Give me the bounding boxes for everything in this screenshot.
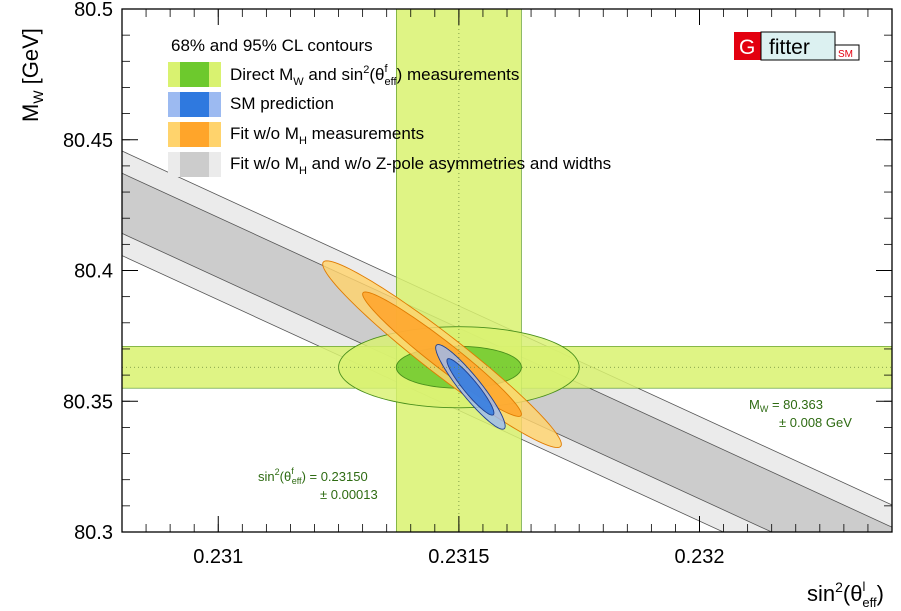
legend-entry-fit-no-mh: Fit w/o MH measurements xyxy=(168,122,424,147)
y-tick-label: 80.4 xyxy=(74,261,113,283)
legend-label-direct: Direct MW and sin2(θf eff) measurements xyxy=(230,63,519,88)
sm-contour-68 xyxy=(446,358,495,416)
legend-swatch-68-direct xyxy=(180,62,209,87)
logo-sm-box xyxy=(834,44,860,61)
legend: 68% and 95% CL contours Direct MW and si… xyxy=(168,36,611,177)
sin2-annotation: sin2(θf eff) = 0.23150 ± 0.00013 xyxy=(258,466,378,502)
legend-entry-sm: SM prediction xyxy=(168,92,334,117)
x-tick-label: 0.231 xyxy=(193,546,243,568)
y-axis-title: MW [GeV] xyxy=(18,28,46,122)
sin2-band xyxy=(396,9,522,532)
logo-g-box xyxy=(734,32,761,60)
y-tick-label: 80.45 xyxy=(63,130,113,152)
logo-fitter-text: fitter xyxy=(769,36,810,59)
axis-ticks xyxy=(121,8,893,533)
legend-swatch-68-sm xyxy=(180,92,209,117)
logo-g-letter: G xyxy=(739,36,755,59)
sin2-annotation-error: ± 0.00013 xyxy=(320,487,378,502)
y-tick-label: 80.5 xyxy=(74,0,113,21)
legend-entry-direct: Direct MW and sin2(θf eff) measurements xyxy=(168,62,519,88)
y-tick-label: 80.3 xyxy=(74,522,113,544)
mw-annotation-error: ± 0.008 GeV xyxy=(779,415,852,430)
legend-header: 68% and 95% CL contours xyxy=(171,36,373,55)
logo-sm-text: SM xyxy=(838,49,853,60)
axis-tick-labels: 0.231 0.2315 0.232 80.3 80.35 80.4 80.45 80.5 xyxy=(63,0,725,568)
plot-area xyxy=(122,9,892,532)
legend-swatch-68-fit-no-mh-zpole xyxy=(180,152,209,177)
x-tick-label: 0.232 xyxy=(674,546,724,568)
legend-entry-fit-no-mh-zpole: Fit w/o MH and w/o Z-pole asymmetries an… xyxy=(168,152,611,177)
logo-fitter-box xyxy=(760,31,836,61)
sin2-annotation-value: sin2(θf eff) = 0.23150 xyxy=(258,466,368,486)
x-tick-label: 0.2315 xyxy=(428,546,489,568)
legend-label-fit-no-mh-zpole: Fit w/o MH and w/o Z-pole asymmetries an… xyxy=(230,154,611,177)
central-value-lines xyxy=(122,9,892,532)
legend-label-fit-no-mh: Fit w/o MH measurements xyxy=(230,124,424,147)
legend-label-sm: SM prediction xyxy=(230,94,334,113)
gfitter-logo: G fitter SM xyxy=(734,31,860,61)
y-tick-label: 80.35 xyxy=(63,391,113,413)
mw-annotation: MW = 80.363 ± 0.008 GeV xyxy=(749,397,852,430)
x-axis-title: sin2(θl eff) xyxy=(807,579,884,610)
mw-annotation-value: MW = 80.363 xyxy=(749,397,823,414)
legend-swatch-68-fit-no-mh xyxy=(180,122,209,147)
